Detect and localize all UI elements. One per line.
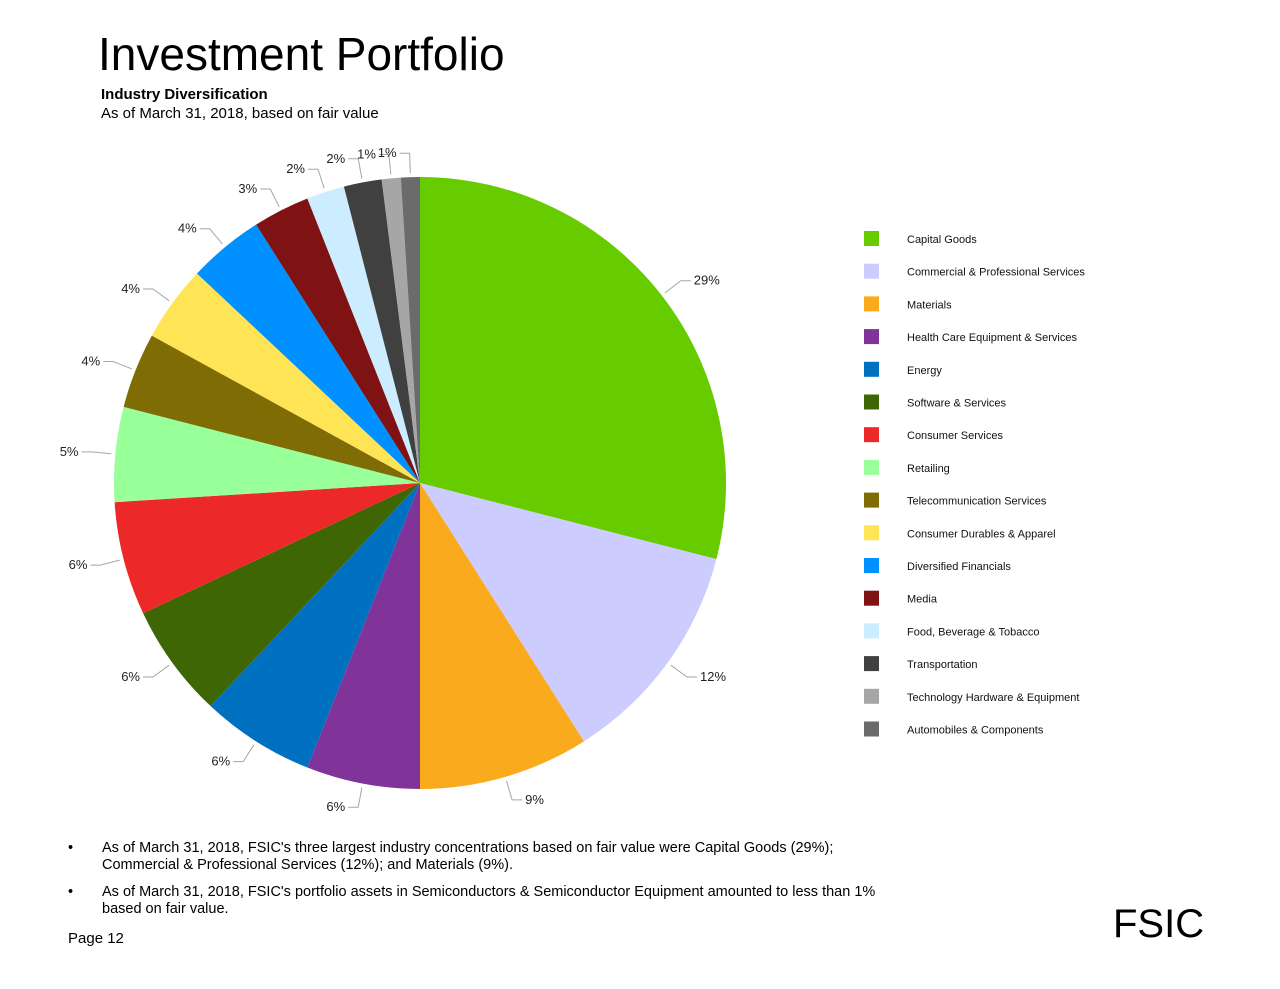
leader-line-commercial-and-professional-services (670, 664, 697, 678)
legend-swatch-food-beverage-and-tobacco (864, 623, 879, 639)
legend-swatch-health-care-equipment-and-services (864, 329, 879, 345)
leader-line-telecommunication-services (103, 361, 132, 370)
pie-slices (113, 177, 727, 789)
leader-line-health-care-equipment-and-services (348, 787, 363, 808)
pie-slice-health-care-equipment-and-services (307, 483, 420, 789)
pie-slice-commercial-and-professional-services (420, 483, 717, 742)
data-label-media: 3% (238, 181, 257, 196)
leader-line-diversified-financials (199, 228, 223, 245)
leader-line-materials (506, 780, 523, 801)
legend-label-capital-goods: Capital Goods (907, 234, 977, 246)
pie-leader-lines (81, 152, 697, 808)
legend-label-media: Media (907, 594, 938, 606)
legend-label-transportation: Transportation (907, 659, 978, 671)
leader-line-automobiles-and-components (399, 152, 411, 174)
pie-slice-consumer-services (114, 483, 420, 614)
chart-subtitle: Industry Diversification (101, 86, 268, 103)
leader-line-consumer-services (90, 559, 120, 566)
leader-line-energy (233, 744, 255, 763)
data-label-health-care-equipment-and-services: 6% (326, 799, 345, 814)
leader-line-media (260, 188, 280, 208)
legend-swatch-media (864, 590, 879, 606)
data-label-transportation: 2% (326, 151, 345, 166)
legend-swatch-capital-goods (864, 231, 879, 246)
legend-label-automobiles-and-components: Automobiles & Components (907, 725, 1044, 737)
bullet-note-2: • As of March 31, 2018, FSIC's portfolio… (68, 884, 888, 918)
pie-slice-retailing (113, 406, 421, 503)
bullet-symbol: • (68, 840, 74, 856)
leader-line-capital-goods (664, 280, 691, 294)
legend-label-technology-hardware-and-equipment: Technology Hardware & Equipment (907, 692, 1079, 704)
data-label-consumer-durables-and-apparel: 4% (121, 281, 140, 296)
legend-label-energy: Energy (907, 365, 942, 377)
bullet-symbol: • (68, 884, 74, 900)
data-label-consumer-services: 6% (69, 557, 88, 572)
leader-line-retailing (81, 451, 112, 455)
bullet-text: As of March 31, 2018, FSIC's three large… (102, 840, 834, 873)
pie-slice-capital-goods (420, 177, 727, 560)
legend-swatch-telecommunication-services (864, 492, 879, 508)
bullet-note-1: • As of March 31, 2018, FSIC's three lar… (68, 840, 888, 874)
legend-swatch-software-and-services (864, 394, 879, 410)
data-label-diversified-financials: 4% (178, 221, 197, 236)
chart-legend: Capital Goods Commercial & Professional S… (864, 231, 1085, 737)
legend-swatch-consumer-services (864, 427, 879, 443)
data-label-materials: 9% (525, 792, 544, 807)
pie-slice-consumer-durables-and-apparel (151, 273, 420, 483)
legend-swatch-materials (864, 296, 879, 312)
legend-label-retailing: Retailing (907, 463, 950, 475)
page-title: Investment Portfolio (98, 28, 505, 80)
leader-line-consumer-durables-and-apparel (143, 288, 170, 302)
legend-label-diversified-financials: Diversified Financials (907, 561, 1011, 573)
legend-swatch-diversified-financials (864, 558, 879, 573)
data-label-automobiles-and-components: 1% (378, 145, 397, 160)
bullet-text: As of March 31, 2018, FSIC's portfolio a… (102, 884, 876, 917)
legend-swatch-commercial-and-professional-services (864, 263, 879, 279)
brand-logo: FSIC (1113, 902, 1205, 946)
legend-label-health-care-equipment-and-services: Health Care Equipment & Services (907, 332, 1077, 344)
pie-slice-energy (210, 483, 420, 768)
pie-slice-diversified-financials (196, 224, 420, 483)
pie-slice-software-and-services (143, 483, 420, 707)
legend-swatch-consumer-durables-and-apparel (864, 525, 879, 541)
data-label-software-and-services: 6% (121, 669, 140, 684)
legend-swatch-automobiles-and-components (864, 721, 879, 737)
legend-swatch-technology-hardware-and-equipment (864, 688, 879, 704)
pie-slice-food-beverage-and-tobacco (307, 186, 420, 484)
pie-slice-materials (420, 483, 584, 789)
legend-label-telecommunication-services: Telecommunication Services (907, 496, 1047, 508)
pie-slice-automobiles-and-components (400, 177, 420, 483)
pie-slice-transportation (343, 179, 420, 483)
data-label-capital-goods: 29% (694, 273, 720, 288)
legend-swatch-energy (864, 361, 879, 377)
legend-swatch-transportation (864, 656, 879, 672)
pie-slice-telecommunication-services (123, 335, 421, 483)
legend-swatch-retailing (864, 459, 879, 475)
as-of-note: As of March 31, 2018, based on fair valu… (101, 105, 379, 122)
leader-line-technology-hardware-and-equipment (378, 154, 392, 175)
legend-label-materials: Materials (907, 299, 952, 311)
data-label-telecommunication-services: 4% (81, 354, 100, 369)
pie-slice-technology-hardware-and-equipment (381, 177, 420, 483)
legend-label-commercial-and-professional-services: Commercial & Professional Services (907, 267, 1085, 279)
pie-slice-media (256, 198, 420, 484)
legend-label-food-beverage-and-tobacco: Food, Beverage & Tobacco (907, 626, 1040, 638)
data-label-energy: 6% (211, 754, 230, 769)
data-label-commercial-and-professional-services: 12% (700, 669, 726, 684)
data-label-technology-hardware-and-equipment: 1% (357, 147, 376, 162)
page-number: Page 12 (68, 930, 124, 947)
leader-line-transportation (348, 158, 363, 179)
legend-label-software-and-services: Software & Services (907, 398, 1007, 410)
leader-line-food-beverage-and-tobacco (308, 168, 325, 189)
pie-data-labels: 29% 12% 9% 6% 6% 6% 6% 5% 4% 4% 4% 3% 2% 2% 1% 1% (60, 145, 727, 814)
legend-label-consumer-services: Consumer Services (907, 430, 1003, 442)
data-label-food-beverage-and-tobacco: 2% (286, 161, 305, 176)
legend-label-consumer-durables-and-apparel: Consumer Durables & Apparel (907, 528, 1056, 540)
leader-line-software-and-services (143, 664, 170, 678)
data-label-retailing: 5% (60, 444, 79, 459)
